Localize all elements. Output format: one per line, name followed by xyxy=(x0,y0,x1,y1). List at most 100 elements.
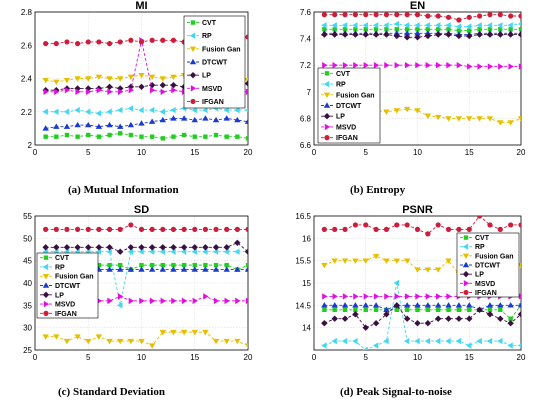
data-point xyxy=(373,27,379,32)
y-tick-label: 50 xyxy=(23,234,32,243)
data-point xyxy=(332,307,337,312)
data-point xyxy=(160,226,166,232)
data-point xyxy=(466,302,473,308)
data-point xyxy=(160,37,166,43)
data-point xyxy=(235,297,241,305)
legend-label: RP xyxy=(336,82,346,89)
data-point xyxy=(138,106,144,114)
x-tick-label: 5 xyxy=(86,148,91,157)
data-point xyxy=(456,17,462,23)
data-point xyxy=(224,262,229,268)
data-point xyxy=(435,302,442,308)
data-point xyxy=(117,106,123,114)
data-point xyxy=(118,262,123,268)
data-point xyxy=(383,31,390,38)
data-point xyxy=(362,22,368,29)
data-point xyxy=(181,226,187,232)
data-point xyxy=(507,320,514,327)
data-point xyxy=(63,108,70,115)
x-tick-label: 0 xyxy=(33,353,38,362)
data-point xyxy=(159,329,166,336)
data-point xyxy=(467,63,473,70)
data-point xyxy=(213,262,219,268)
data-point xyxy=(353,62,359,69)
data-point xyxy=(435,31,442,38)
data-point xyxy=(159,116,166,123)
data-point xyxy=(383,258,390,264)
data-point xyxy=(507,342,513,349)
data-point xyxy=(393,279,399,287)
data-point xyxy=(212,248,219,255)
data-point xyxy=(456,62,463,69)
data-point xyxy=(466,315,473,322)
data-point xyxy=(467,28,472,33)
data-point xyxy=(127,74,135,81)
data-point xyxy=(332,12,338,18)
data-point xyxy=(497,31,504,38)
data-point xyxy=(75,226,81,232)
data-point xyxy=(445,22,451,29)
data-point xyxy=(106,40,113,47)
data-point xyxy=(75,88,81,95)
legend-marker xyxy=(462,253,470,260)
data-point xyxy=(424,337,431,345)
data-point xyxy=(180,248,187,255)
legend-marker xyxy=(42,291,50,298)
data-point xyxy=(456,226,462,232)
data-point xyxy=(352,31,359,38)
data-point xyxy=(235,134,240,139)
data-point xyxy=(341,22,348,29)
y-tick-label: 7.6 xyxy=(300,8,312,17)
series-lp xyxy=(321,31,521,41)
series-ifgan xyxy=(321,12,521,23)
data-point xyxy=(107,262,112,268)
data-point xyxy=(445,302,452,308)
legend-marker xyxy=(462,243,469,250)
data-point xyxy=(180,266,188,272)
data-point xyxy=(466,23,472,30)
y-tick-label: 2.2 xyxy=(21,108,33,117)
legend-label: IFGAN xyxy=(55,311,77,318)
data-point xyxy=(159,266,166,272)
data-point xyxy=(372,254,380,260)
data-point xyxy=(507,302,514,308)
data-point xyxy=(54,88,60,95)
data-point xyxy=(96,86,103,94)
data-point xyxy=(414,34,421,41)
data-point xyxy=(352,12,358,18)
data-point xyxy=(245,34,248,40)
data-point xyxy=(85,244,92,251)
data-point xyxy=(212,266,220,272)
data-point xyxy=(117,302,123,309)
legend-marker xyxy=(463,289,469,296)
data-point xyxy=(404,307,410,312)
data-point xyxy=(455,315,463,322)
data-point xyxy=(64,226,70,232)
data-point xyxy=(149,37,155,43)
data-point xyxy=(372,320,380,327)
data-point xyxy=(139,297,145,305)
data-point xyxy=(424,113,432,119)
data-point xyxy=(321,226,327,232)
x-tick-label: 15 xyxy=(190,353,199,362)
data-point xyxy=(342,226,348,232)
data-point xyxy=(518,222,521,228)
legend-label: DTCWT xyxy=(55,283,81,290)
data-point xyxy=(95,334,103,340)
data-point xyxy=(181,297,188,305)
y-tick-label: 30 xyxy=(23,324,32,333)
data-point xyxy=(404,222,410,228)
y-tick-label: 40 xyxy=(23,279,32,288)
data-point xyxy=(384,62,390,69)
data-point xyxy=(455,23,462,30)
data-point xyxy=(362,258,369,264)
legend-marker xyxy=(323,102,331,108)
data-point xyxy=(341,315,349,322)
data-point xyxy=(75,40,81,47)
data-point xyxy=(42,108,48,115)
data-point xyxy=(159,76,166,82)
series-line xyxy=(324,282,521,350)
data-point xyxy=(363,222,369,228)
y-tick-label: 2.6 xyxy=(21,41,33,50)
data-point xyxy=(149,86,156,94)
